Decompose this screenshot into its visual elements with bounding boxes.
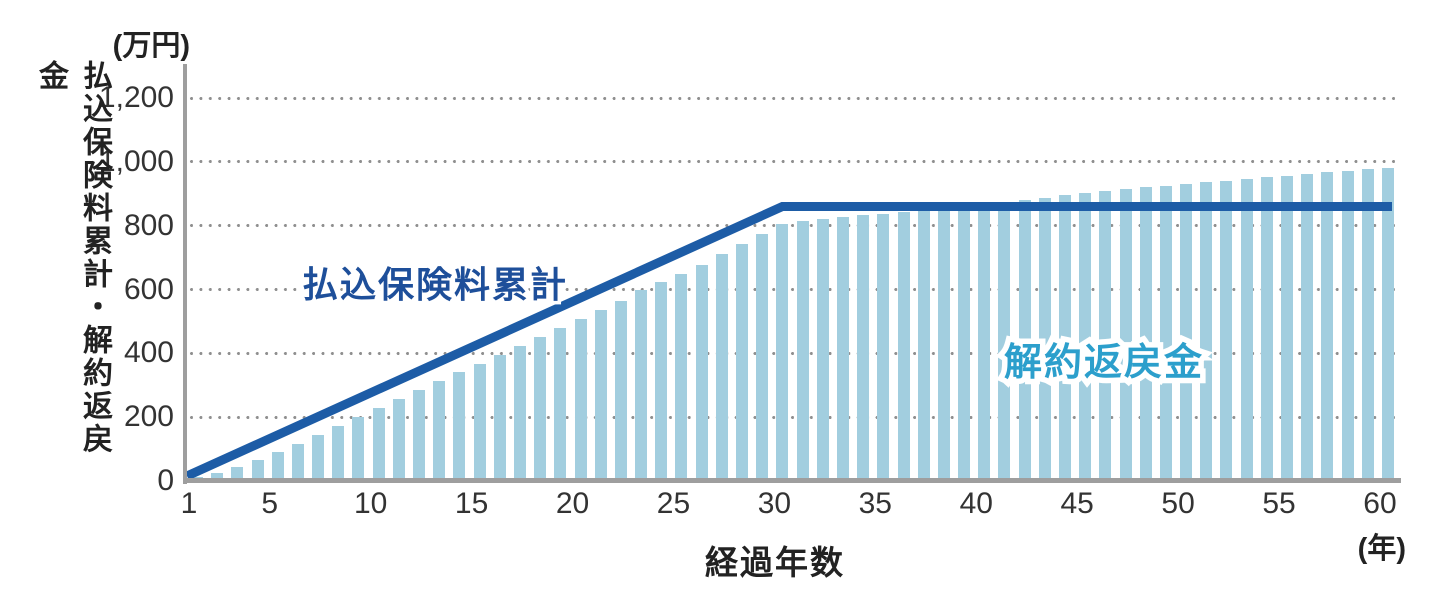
y-tick-label-0: 0: [157, 464, 174, 497]
bar-year-10: [372, 408, 385, 478]
x-tick-label-15: 15: [454, 487, 489, 520]
bar-year-20: [574, 318, 587, 478]
gridline-800: [187, 224, 1398, 228]
bar-year-24: [655, 281, 668, 478]
x-tick-label-10: 10: [353, 487, 388, 520]
bar-year-35: [877, 213, 890, 478]
y-tick-label-800: 800: [123, 208, 174, 242]
bar-year-21: [594, 310, 607, 478]
x-tick-label-1: 1: [180, 487, 198, 520]
bar-year-34: [857, 215, 870, 478]
bar-year-58: [1341, 170, 1354, 478]
gridline-1000: [187, 160, 1398, 164]
bar-series-label-halo: 解約返戻金: [998, 337, 1207, 390]
x-axis-line: [183, 478, 1401, 483]
y-axis-line: [183, 64, 187, 484]
bar-year-40: [978, 204, 991, 478]
x-tick-label-35: 35: [858, 487, 892, 520]
bar-year-26: [695, 264, 708, 478]
bar-year-9: [352, 417, 365, 478]
bar-year-16: [493, 354, 506, 478]
y-axis-unit-label: (万円): [112, 30, 190, 62]
bar-year-28: [736, 244, 749, 478]
y-tick-label-1000: 1,000: [98, 144, 174, 178]
bar-year-13: [433, 381, 446, 478]
bar-year-57: [1321, 172, 1334, 478]
x-tick-label-40: 40: [959, 487, 993, 520]
bar-year-55: [1281, 175, 1294, 478]
x-tick-label-45: 45: [1060, 487, 1094, 520]
bar-year-60: [1381, 168, 1394, 478]
gridline-400: [187, 351, 1398, 355]
y-tick-label-600: 600: [123, 272, 174, 306]
bar-year-33: [836, 217, 849, 478]
bar-year-15: [473, 363, 486, 478]
bar-year-31: [796, 221, 809, 478]
bar-year-8: [332, 426, 345, 478]
bar-year-25: [675, 273, 688, 478]
bar-year-27: [715, 254, 728, 478]
x-tick-label-30: 30: [757, 487, 792, 520]
y-axis-title: 払込保険料累計・解約返戻金: [34, 60, 111, 456]
gridline-200: [187, 415, 1398, 419]
bar-year-59: [1361, 169, 1374, 478]
line-series-label: 払込保険料累計 払込保険料累計: [298, 256, 569, 309]
bar-year-17: [513, 345, 526, 478]
bar-year-12: [413, 390, 426, 478]
x-tick-label-20: 20: [555, 487, 590, 520]
bar-year-30: [776, 223, 789, 478]
bar-year-38: [937, 208, 950, 478]
bar-year-22: [614, 300, 627, 478]
bar-year-39: [958, 206, 971, 478]
x-tick-label-55: 55: [1262, 487, 1296, 520]
y-tick-label-1200: 1,200: [98, 81, 174, 114]
y-tick-label-400: 400: [123, 336, 174, 370]
bar-year-32: [816, 218, 829, 478]
bar-year-29: [756, 233, 769, 478]
bar-year-5: [271, 452, 284, 478]
bar-year-4: [251, 459, 264, 478]
x-axis-unit-label: (年): [1357, 533, 1406, 565]
x-tick-label-25: 25: [656, 487, 691, 520]
bar-year-6: [291, 443, 304, 478]
bar-year-23: [635, 290, 648, 478]
bar-year-52: [1220, 180, 1233, 478]
bar-year-11: [392, 399, 405, 478]
gridline-1200: [187, 96, 1398, 100]
bar-year-54: [1260, 177, 1273, 478]
bar-series-label-text: 解約返戻金: [1004, 342, 1205, 384]
bar-year-3: [231, 466, 244, 478]
bar-year-37: [917, 210, 930, 478]
bar-year-7: [312, 435, 325, 478]
line-series-label-halo: 払込保険料累計: [298, 261, 569, 309]
bar-year-36: [897, 211, 910, 478]
bar-year-53: [1240, 179, 1253, 478]
x-axis-title: 経過年数: [705, 544, 845, 581]
line-series-label-text: 払込保険料累計: [302, 264, 569, 305]
bar-series-label: 解約返戻金 解約返戻金: [998, 331, 1207, 390]
x-tick-label-50: 50: [1161, 487, 1195, 520]
x-tick-label-5: 5: [261, 487, 279, 520]
x-tick-label-60: 60: [1363, 487, 1397, 520]
bar-year-18: [534, 336, 547, 478]
bar-year-19: [554, 327, 567, 478]
bar-year-14: [453, 372, 466, 478]
bar-year-56: [1301, 174, 1314, 478]
y-tick-label-200: 200: [123, 400, 174, 434]
